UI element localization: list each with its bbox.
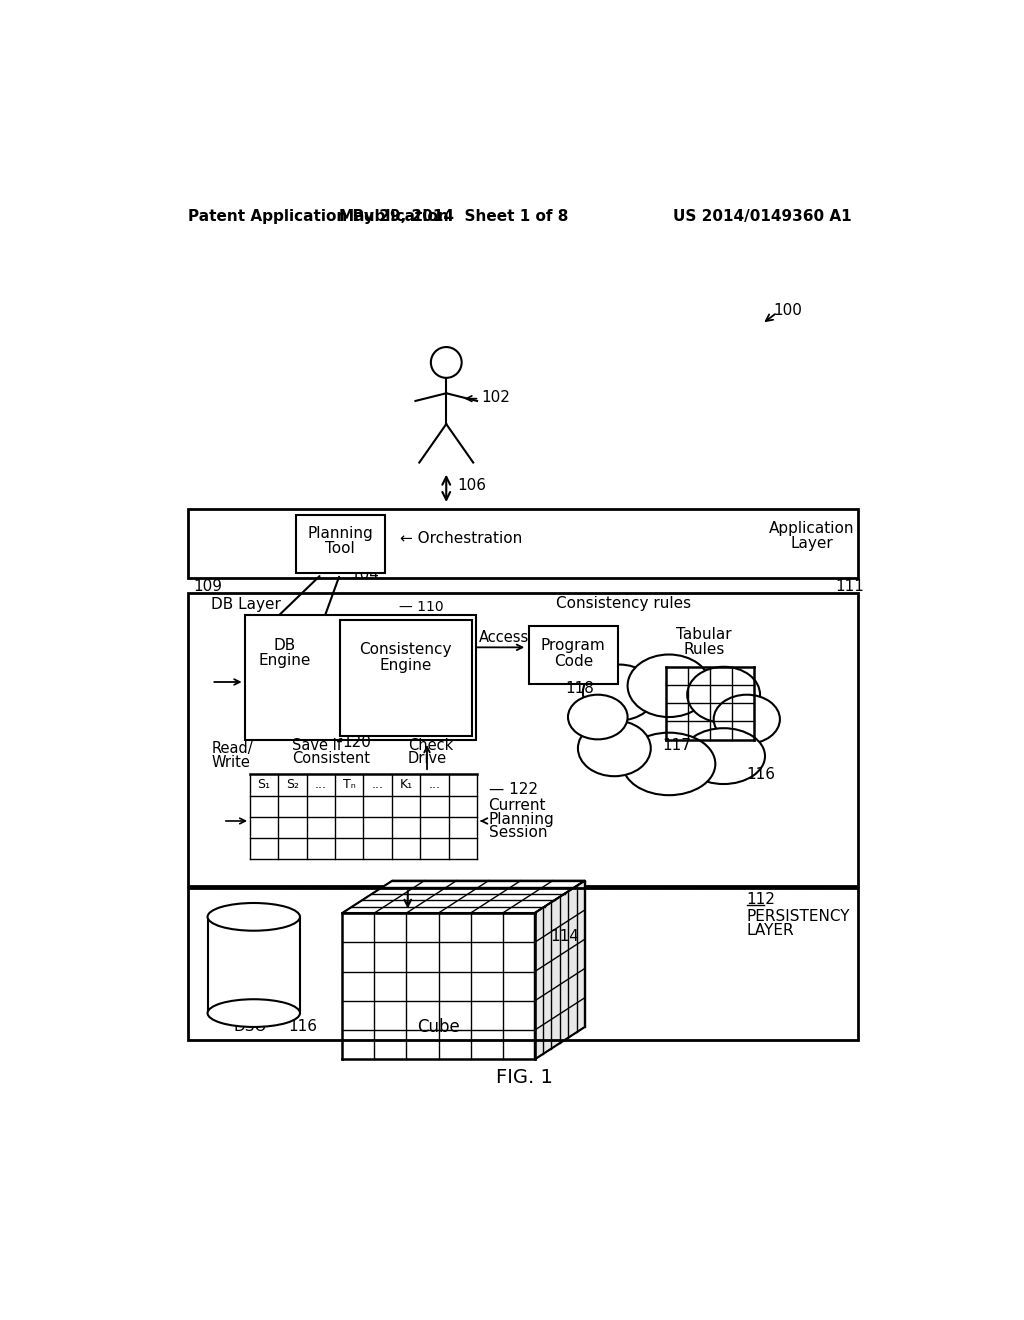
Text: ← Orchestration: ← Orchestration (400, 531, 522, 545)
Text: 117: 117 (662, 738, 691, 752)
Bar (296, 515, 385, 573)
Text: Tₙ: Tₙ (343, 779, 355, 792)
Ellipse shape (578, 721, 651, 776)
Bar (529, 626, 617, 684)
Text: Consistency rules: Consistency rules (556, 595, 691, 611)
Text: Access: Access (478, 630, 528, 645)
Ellipse shape (714, 694, 780, 744)
Text: Session: Session (488, 825, 547, 841)
Bar (188, 888, 858, 1040)
Text: 118: 118 (565, 681, 595, 696)
Text: K₁: K₁ (399, 779, 413, 792)
Ellipse shape (568, 694, 628, 739)
Text: Consistent: Consistent (292, 751, 371, 766)
Text: DB: DB (273, 639, 296, 653)
Text: 111: 111 (836, 579, 864, 594)
Text: 116: 116 (289, 1019, 317, 1035)
Text: Write: Write (211, 755, 250, 770)
Text: — 110: — 110 (398, 599, 443, 614)
Text: 106: 106 (458, 478, 486, 494)
Text: LAYER: LAYER (746, 923, 795, 939)
Ellipse shape (687, 667, 760, 722)
Text: Application: Application (769, 520, 855, 536)
Text: FIG. 1: FIG. 1 (497, 1068, 553, 1086)
Text: Patent Application Publication: Patent Application Publication (188, 209, 450, 223)
Text: ...: ... (315, 779, 327, 792)
Text: Drive: Drive (408, 751, 446, 766)
Text: Check: Check (408, 738, 453, 752)
Text: — 122: — 122 (488, 783, 538, 797)
Ellipse shape (208, 903, 300, 931)
Text: US 2014/0149360 A1: US 2014/0149360 A1 (673, 209, 851, 223)
Bar (188, 594, 858, 886)
Text: Consistency: Consistency (359, 642, 452, 657)
Text: Tool: Tool (326, 541, 355, 556)
Text: Save if: Save if (292, 738, 342, 752)
Text: Layer: Layer (791, 536, 834, 550)
Text: ...: ... (428, 779, 440, 792)
Ellipse shape (583, 664, 655, 721)
Text: Tabular: Tabular (677, 627, 732, 642)
Text: May 29, 2014  Sheet 1 of 8: May 29, 2014 Sheet 1 of 8 (339, 209, 568, 223)
Text: 114: 114 (550, 928, 580, 944)
Text: Planning: Planning (488, 812, 554, 826)
Bar (340, 620, 472, 737)
Text: DB Layer: DB Layer (211, 598, 282, 612)
Text: Current: Current (488, 797, 546, 813)
Ellipse shape (623, 733, 716, 795)
Ellipse shape (628, 655, 711, 717)
Text: ...: ... (372, 779, 384, 792)
Text: Code: Code (554, 653, 593, 669)
Text: S₂: S₂ (286, 779, 299, 792)
Text: 112: 112 (746, 892, 775, 907)
Text: 109: 109 (194, 579, 222, 594)
Bar (188, 508, 858, 578)
Bar (208, 917, 300, 1014)
Text: PERSISTENCY: PERSISTENCY (746, 909, 850, 924)
Ellipse shape (208, 999, 300, 1027)
Ellipse shape (682, 729, 765, 784)
Text: 116: 116 (746, 767, 775, 781)
Text: 102: 102 (481, 389, 510, 405)
Text: Rules: Rules (684, 642, 725, 657)
Bar (245, 615, 475, 739)
Text: S₁: S₁ (258, 779, 270, 792)
Polygon shape (535, 880, 585, 1059)
Text: Cube: Cube (417, 1018, 460, 1036)
Text: 100: 100 (773, 304, 803, 318)
Text: 104: 104 (350, 566, 379, 582)
Text: Engine: Engine (379, 657, 432, 673)
Text: DSO: DSO (233, 1019, 266, 1035)
Text: Planning: Planning (307, 525, 373, 541)
Text: 120: 120 (342, 734, 371, 750)
Text: Engine: Engine (258, 653, 310, 668)
Polygon shape (342, 880, 585, 913)
Text: Read/: Read/ (211, 742, 253, 756)
Text: Program: Program (541, 639, 605, 653)
